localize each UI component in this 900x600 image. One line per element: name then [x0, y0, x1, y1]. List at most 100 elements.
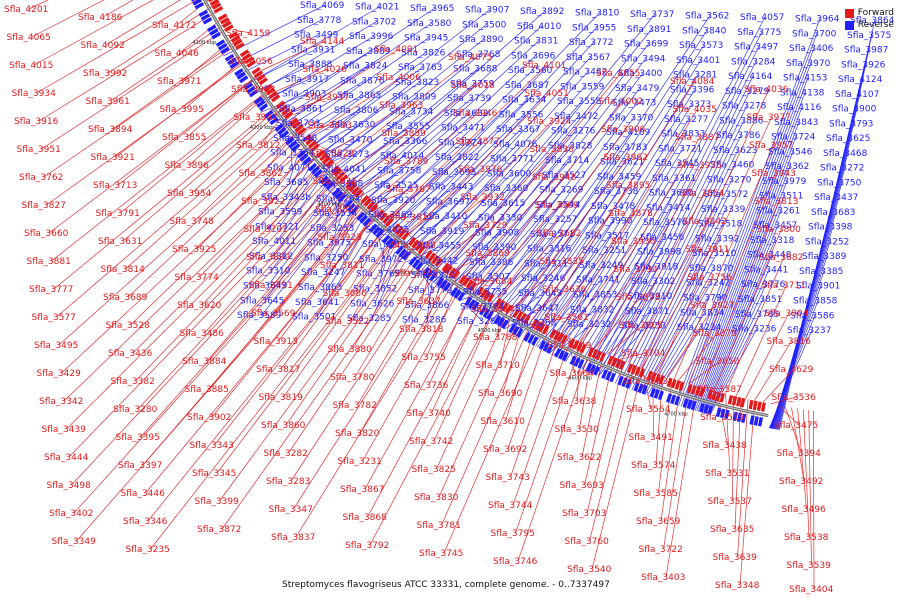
forward-gene-block [451, 269, 460, 280]
gene-label: Sfla_3920 [371, 196, 416, 206]
gene-label: Sfla_3834 [680, 308, 725, 318]
gene-label: Sfla_3758 [377, 166, 422, 176]
gene-connector [655, 375, 663, 466]
reverse-gene-block [319, 175, 329, 185]
reverse-gene-block [585, 362, 593, 373]
gene-label: Sfla_3911 [685, 245, 729, 255]
gene-label: Sfla_3637 [397, 297, 441, 307]
gene-connector [680, 47, 815, 407]
forward-gene-block [530, 319, 539, 329]
reverse-gene-block [538, 340, 546, 350]
reverse-gene-block [621, 377, 628, 388]
gene-label: Sfla_3793 [829, 119, 873, 129]
gene-connector [201, 161, 335, 306]
gene-label: Sfla_3831 [514, 37, 558, 47]
gene-label: Sfla_3599 [258, 208, 303, 218]
gene-connector [221, 245, 425, 530]
gene-label: Sfla_4075 [448, 53, 492, 63]
gene-label: Sfla_3321 [255, 223, 299, 233]
gene-label: Sfla_3544 [536, 200, 581, 210]
gene-connector [211, 208, 382, 418]
reverse-gene-block [192, 0, 202, 6]
gene-label: Sfla_3349 [52, 537, 97, 547]
reverse-gene-block [248, 89, 259, 98]
gene-connector [735, 284, 787, 397]
gene-connector [701, 200, 780, 388]
forward-gene-block [626, 363, 634, 374]
genome-backbone-highlight [204, 0, 769, 417]
forward-gene-block [239, 49, 250, 58]
gene-label: Sfla_3863 [298, 283, 342, 293]
forward-gene-block [305, 137, 315, 146]
forward-gene-block [646, 370, 653, 381]
gene-label: Sfla_3921 [91, 153, 135, 163]
gene-label: Sfla_3908 [475, 229, 520, 239]
forward-gene-block [330, 165, 340, 174]
reverse-gene-block [346, 202, 356, 212]
gene-connector [236, 34, 320, 77]
forward-gene-block [271, 94, 281, 103]
gene-label: Sfla_3540 [567, 565, 612, 575]
gene-connector [279, 175, 315, 227]
gene-label: Sfla_3878 [609, 209, 654, 219]
gene-label: Sfla_3250 [304, 254, 349, 264]
gene-label: Sfla_3788 [473, 333, 518, 343]
gene-label: Sfla_4144 [300, 37, 345, 47]
gene-label: Sfla_3854 [680, 189, 725, 199]
reverse-gene-block [670, 394, 677, 405]
forward-gene-block [375, 209, 385, 219]
gene-label: Sfla_4025 [365, 226, 409, 236]
gene-label: Sfla_3760 [565, 537, 610, 547]
gene-label: Sfla_3629 [769, 365, 814, 375]
gene-label: Sfla_3569 [251, 309, 296, 319]
gene-connector [359, 160, 410, 189]
forward-gene-block [630, 364, 638, 375]
gene-connector [377, 248, 391, 289]
gene-label: Sfla_3414 [646, 203, 691, 213]
gene-label: Sfla_3664 [550, 369, 595, 379]
reverse-gene-block [546, 344, 554, 354]
gene-connector [528, 288, 568, 316]
gene-connector [194, 120, 299, 222]
reverse-gene-block [388, 240, 397, 250]
forward-gene-block [394, 226, 404, 236]
forward-gene-block [715, 391, 721, 402]
gene-label: Sfla_3513 [362, 240, 406, 250]
gene-connector [38, 7, 223, 122]
gene-label: Sfla_3279 [725, 87, 770, 97]
gene-connector [698, 386, 723, 390]
gene-connector [482, 204, 560, 288]
gene-connector [591, 368, 643, 570]
reverse-gene-block [325, 181, 335, 191]
forward-gene-block [748, 399, 754, 410]
gene-label: Sfla_3827 [22, 201, 66, 211]
forward-gene-block [283, 110, 293, 120]
forward-gene-block [336, 171, 346, 180]
forward-gene-block [360, 195, 370, 204]
gene-label: Sfla_4010 [517, 22, 562, 32]
reverse-gene-block [542, 342, 550, 352]
gene-label: Sfla_3623 [713, 146, 757, 156]
gene-connector [536, 264, 605, 348]
gene-label: Sfla_3743 [486, 473, 530, 483]
gene-connector [321, 53, 482, 184]
gene-label: Sfla_3865 [337, 91, 381, 101]
gene-label: Sfla_3900 [832, 105, 877, 115]
gene-connector [475, 218, 559, 312]
gene-connector [497, 128, 627, 298]
reverse-gene-block [375, 229, 384, 239]
gene-connector [275, 68, 328, 92]
gene-connector [43, 40, 243, 178]
gene-label: Sfla_3836 [530, 145, 575, 155]
gene-label: Sfla_3410 [423, 212, 468, 222]
gene-label: Sfla_3724 [771, 133, 816, 143]
reverse-gene-block [554, 348, 562, 358]
gene-label: Sfla_3756 [688, 273, 733, 283]
gene-label: Sfla_4164 [728, 72, 773, 82]
gene-connector [366, 69, 534, 229]
reverse-swatch [844, 20, 854, 30]
gene-label: Sfla_3276 [551, 127, 596, 137]
gene-label: Sfla_3339 [701, 205, 746, 215]
reverse-gene-block [350, 205, 359, 215]
gene-label: Sfla_3858 [793, 297, 838, 307]
